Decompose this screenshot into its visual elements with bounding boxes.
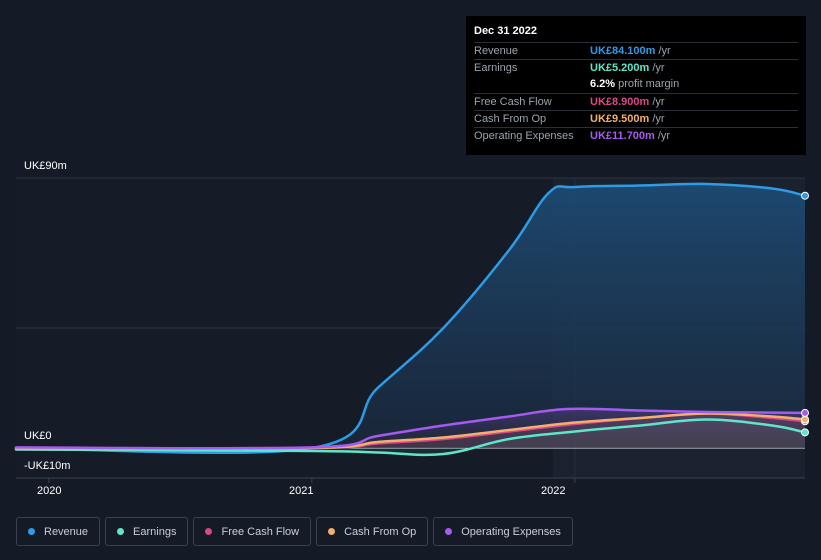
legend-dot-icon — [445, 528, 453, 535]
legend-item-cash-from-op[interactable]: Cash From Op — [316, 517, 429, 546]
legend-item-free-cash-flow[interactable]: Free Cash Flow — [193, 517, 312, 546]
legend-dot-icon — [117, 528, 125, 535]
tooltip-value: UK£9.500m — [590, 113, 650, 125]
y-tick-label-zero: UK£0 — [24, 430, 52, 442]
legend-label: Earnings — [133, 525, 177, 538]
chart-plot — [14, 177, 809, 483]
tooltip-row-earnings: Earnings UK£5.200m /yr — [474, 59, 798, 76]
legend-item-operating-expenses[interactable]: Operating Expenses — [433, 517, 573, 546]
tooltip-row-margin: 6.2% profit margin — [474, 76, 798, 93]
x-tick-label-2020: 2020 — [37, 485, 62, 497]
tooltip-unit: /yr — [652, 96, 665, 108]
tooltip-row-revenue: Revenue UK£84.100m /yr — [474, 42, 798, 59]
legend-dot-icon — [28, 528, 35, 535]
tooltip-value: UK£11.700m — [590, 130, 655, 142]
tooltip-panel: Dec 31 2022 Revenue UK£84.100m /yr Earni… — [466, 16, 806, 155]
tooltip-label: Free Cash Flow — [474, 96, 552, 108]
y-tick-label-bottom: -UK£10m — [24, 460, 71, 472]
tooltip-date: Dec 31 2022 — [474, 25, 537, 37]
cash-from-op-end-marker — [801, 415, 809, 424]
legend-item-earnings[interactable]: Earnings — [105, 517, 189, 546]
legend-label: Free Cash Flow — [221, 525, 300, 538]
y-tick-label-top: UK£90m — [24, 160, 67, 172]
operating-expenses-end-marker — [801, 408, 809, 417]
tooltip-row-cfo: Cash From Op UK£9.500m /yr — [474, 110, 798, 127]
tooltip-row-fcf: Free Cash Flow UK£8.900m /yr — [474, 93, 798, 110]
legend-dot-icon — [205, 528, 213, 535]
tooltip-value: UK£5.200m — [590, 62, 650, 74]
legend-label: Operating Expenses — [461, 525, 561, 538]
legend-dot-icon — [328, 528, 336, 535]
legend-label: Revenue — [44, 525, 89, 538]
tooltip-label: Operating Expenses — [474, 130, 574, 142]
revenue-end-marker — [801, 191, 809, 200]
revenue-area — [16, 183, 805, 453]
tooltip-value: UK£84.100m — [590, 45, 656, 57]
tooltip-unit: profit margin — [618, 78, 680, 90]
tooltip-label: Cash From Op — [474, 113, 547, 125]
chart-legend: Revenue Earnings Free Cash Flow Cash Fro… — [16, 517, 573, 546]
tooltip-label — [474, 76, 590, 93]
operating-expenses-area — [16, 408, 805, 449]
tooltip-unit: /yr — [658, 45, 671, 57]
tooltip-label: Earnings — [474, 62, 518, 74]
x-tick-label-2021: 2021 — [289, 485, 314, 497]
tooltip-row-opex: Operating Expenses UK£11.700m /yr — [474, 127, 798, 144]
legend-item-revenue[interactable]: Revenue — [16, 517, 101, 546]
tooltip-label: Revenue — [474, 45, 519, 57]
tooltip-value: 6.2% — [590, 78, 616, 90]
x-tick-label-2022: 2022 — [541, 485, 566, 497]
operating-expenses-line — [14, 407, 807, 450]
legend-label: Cash From Op — [344, 525, 417, 538]
tooltip-unit: /yr — [652, 62, 665, 74]
tooltip-value: UK£8.900m — [590, 96, 650, 108]
earnings-line — [14, 418, 807, 457]
tooltip-unit: /yr — [657, 130, 671, 142]
tooltip-unit: /yr — [652, 113, 665, 125]
earnings-end-marker — [801, 428, 809, 437]
